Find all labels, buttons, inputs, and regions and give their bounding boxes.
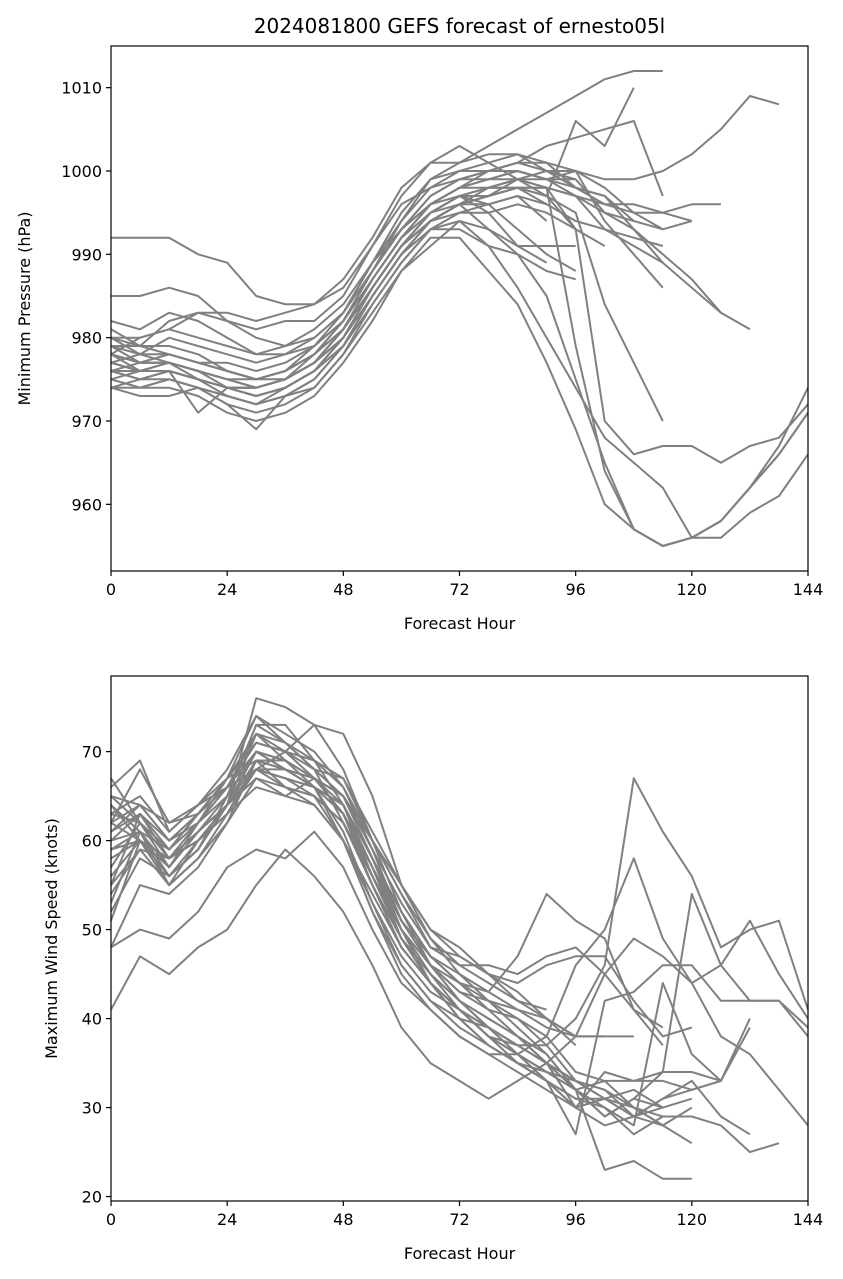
pressure-member-line-24: [110, 170, 576, 381]
pressure-panel: 0 24 48 72 96 120 144 960 970 980 990 1000 1010: [61, 45, 824, 599]
pressure-member-line-29: [110, 195, 664, 389]
pressure-member-line-28: [110, 178, 693, 381]
wind-y-tick-label: 70: [82, 743, 102, 762]
pressure-y-tick-label: 1000: [61, 162, 102, 181]
pressure-member-line-5: [111, 120, 664, 347]
pressure-y-axis-label: Minimum Pressure (hPa): [15, 212, 34, 406]
pressure-member-line-16: [110, 228, 576, 431]
wind-member-line-25: [110, 732, 664, 1029]
chart-title: 2024081800 GEFS forecast of ernesto05l: [254, 14, 665, 38]
wind-plot-frame: [110, 675, 809, 1202]
wind-y-axis-label: Maximum Wind Speed (knots): [42, 818, 61, 1059]
pressure-member-line-27: [111, 186, 664, 389]
pressure-y-tick-label: 990: [71, 245, 102, 264]
pressure-member-line-4: [111, 87, 635, 339]
wind-x-tick-label: 24: [217, 1210, 237, 1229]
wind-x-tick-label: 96: [565, 1210, 585, 1229]
pressure-member-line-6: [110, 161, 722, 356]
wind-member-line-24: [110, 723, 693, 1038]
wind-y-tick-label: 50: [82, 921, 102, 940]
wind-x-tick-label: 120: [677, 1210, 708, 1229]
pressure-member-line-3: [110, 153, 751, 356]
wind-member-line-9: [110, 715, 751, 1136]
wind-panel: 0 24 48 72 96 120 144 20 30 40 50 60 70: [82, 675, 824, 1229]
wind-member-line-28: [110, 768, 577, 1038]
pressure-y-tick-label: 960: [71, 495, 102, 514]
pressure-member-line-23: [111, 203, 577, 406]
pressure-x-axis-label: Forecast Hour: [404, 614, 516, 633]
pressure-plot-frame: [110, 45, 809, 572]
pressure-x-tick-label: 72: [449, 580, 469, 599]
wind-x-tick-label: 144: [793, 1210, 824, 1229]
pressure-member-line-15: [110, 220, 809, 539]
pressure-x-tick-label: 24: [217, 580, 237, 599]
pressure-x-tick-label: 144: [793, 580, 824, 599]
wind-member-line-5: [110, 697, 809, 1118]
wind-y-tick-label: 30: [82, 1099, 102, 1118]
pressure-x-tick-label: 120: [677, 580, 708, 599]
pressure-y-tick-label: 970: [71, 412, 102, 431]
pressure-x-tick-label: 96: [565, 580, 585, 599]
wind-member-line-15: [110, 759, 722, 1091]
wind-x-tick-label: 0: [106, 1210, 116, 1229]
wind-member-line-17: [110, 777, 664, 1109]
wind-y-tick-label: 40: [82, 1010, 102, 1029]
pressure-member-line-2: [111, 95, 780, 347]
wind-member-line-18: [110, 768, 664, 1127]
pressure-x-tick-label: 0: [106, 580, 116, 599]
wind-member-line-26: [110, 759, 664, 1046]
wind-y-tick-label: 20: [82, 1188, 102, 1207]
wind-y-tick-label: 60: [82, 832, 102, 851]
wind-member-line-19: [110, 750, 664, 1118]
pressure-y-tick-label: 980: [71, 329, 102, 348]
pressure-y-tick-label: 1010: [61, 79, 102, 98]
wind-x-tick-label: 48: [333, 1210, 353, 1229]
pressure-x-tick-label: 48: [333, 580, 353, 599]
wind-x-tick-label: 72: [449, 1210, 469, 1229]
wind-member-line-27: [110, 750, 547, 1011]
wind-member-line-29: [110, 750, 606, 1100]
pressure-member-line-1: [111, 70, 663, 306]
wind-x-axis-label: Forecast Hour: [404, 1244, 516, 1263]
